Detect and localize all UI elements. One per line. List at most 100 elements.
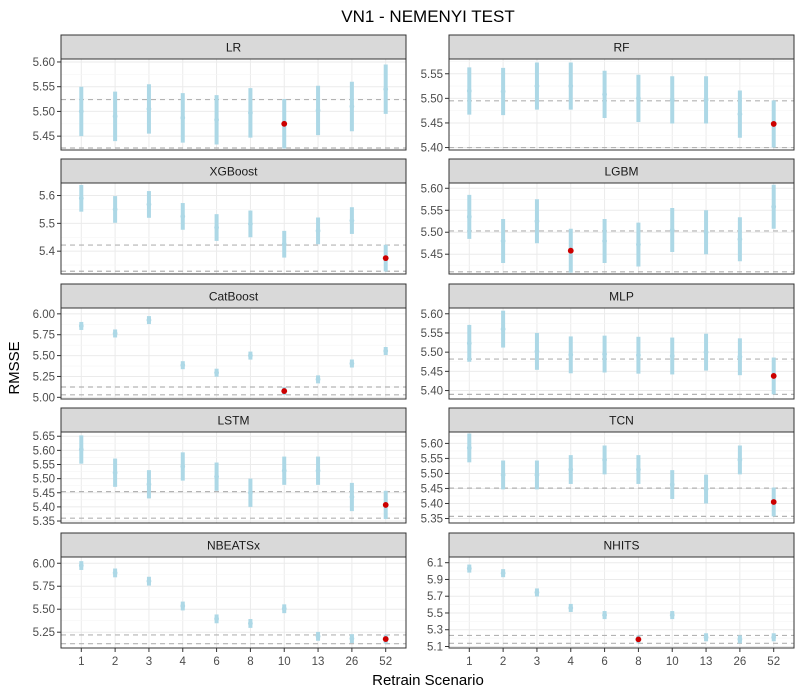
mean-point xyxy=(636,352,641,358)
x-tick-label: 8 xyxy=(635,656,641,668)
mean-point xyxy=(703,97,709,103)
x-tick-label: 10 xyxy=(666,656,679,668)
best-point xyxy=(382,255,389,262)
mean-point xyxy=(771,204,777,210)
y-tick-label: 6.1 xyxy=(427,558,443,570)
panel-background xyxy=(449,557,794,648)
y-axis-title: RMSSE xyxy=(6,341,23,394)
mean-point xyxy=(466,214,472,220)
y-tick-label: 5.9 xyxy=(427,574,443,586)
panel-background xyxy=(449,183,794,274)
x-tick-label: 10 xyxy=(278,656,291,668)
mean-point xyxy=(636,242,641,247)
y-tick-label: 5.55 xyxy=(421,328,443,340)
y-tick-label: 5.55 xyxy=(421,453,443,465)
y-tick-label: 5.45 xyxy=(421,483,443,495)
mean-point xyxy=(703,349,709,355)
y-tick-label: 5.40 xyxy=(421,143,443,155)
best-point xyxy=(382,636,389,642)
mean-point xyxy=(737,457,743,463)
mean-point xyxy=(315,468,321,474)
mean-point xyxy=(112,113,118,119)
y-tick-label: 5.25 xyxy=(33,627,55,639)
panel-background xyxy=(61,557,406,648)
mean-point xyxy=(112,570,118,576)
mean-point xyxy=(534,472,540,478)
y-tick-label: 6.00 xyxy=(33,558,55,570)
facet-label: NHITS xyxy=(604,539,640,553)
mean-point xyxy=(78,195,84,201)
mean-point xyxy=(146,202,152,207)
y-tick-label: 5.40 xyxy=(421,498,443,510)
mean-point xyxy=(78,323,84,329)
mean-point xyxy=(112,331,118,336)
chart-title: VN1 - NEMENYI TEST xyxy=(341,7,515,26)
x-tick-label: 26 xyxy=(733,656,746,668)
mean-point xyxy=(737,236,743,242)
panel-nhits: NHITS 5.1 5.3 5.5 5.7 5.9 6.1 1 2 3 4 6 8 10 13 26 52 xyxy=(427,532,795,668)
mean-point xyxy=(669,227,675,233)
mean-point xyxy=(500,472,506,478)
y-tick-label: 6.00 xyxy=(33,309,55,321)
best-point xyxy=(770,499,777,505)
mean-point xyxy=(146,578,152,584)
best-point xyxy=(281,120,288,127)
mean-point xyxy=(466,340,472,346)
panel-rf: RF 5.40 5.45 5.50 5.55 xyxy=(421,34,795,155)
y-tick-label: 5.55 xyxy=(33,82,55,94)
mean-point xyxy=(568,83,574,89)
facet-label: XGBoost xyxy=(209,165,258,179)
y-tick-label: 5.00 xyxy=(33,392,55,404)
mean-point xyxy=(568,467,574,472)
mean-point xyxy=(703,486,709,492)
facet-label: LR xyxy=(226,41,242,55)
facet-label: RF xyxy=(614,41,630,55)
mean-point xyxy=(214,474,219,480)
y-tick-label: 5.45 xyxy=(33,488,55,500)
y-tick-label: 5.50 xyxy=(421,227,443,239)
facet-strip xyxy=(60,283,407,309)
facet-label: LSTM xyxy=(217,414,249,428)
x-tick-label: 8 xyxy=(247,656,253,668)
panel-xgboost: XGBoost 5.4 5.5 5.6 xyxy=(39,158,407,275)
mean-point xyxy=(214,117,219,123)
mean-point xyxy=(703,229,709,235)
y-tick-label: 5.60 xyxy=(421,183,443,195)
best-point xyxy=(770,121,777,127)
y-tick-label: 5.45 xyxy=(421,366,443,378)
mean-point xyxy=(602,351,607,357)
best-point xyxy=(281,388,288,394)
x-tick-label: 6 xyxy=(213,656,219,668)
mean-point xyxy=(214,616,219,622)
mean-point xyxy=(349,218,355,223)
facet-strip xyxy=(60,407,407,433)
mean-point xyxy=(466,445,472,451)
y-tick-label: 5.75 xyxy=(33,330,55,342)
y-tick-label: 5.50 xyxy=(33,604,55,616)
y-tick-label: 5.4 xyxy=(39,246,56,258)
panel-background xyxy=(61,432,406,523)
x-axis-title: Retrain Scenario xyxy=(372,672,484,689)
y-tick-label: 5.50 xyxy=(33,351,55,363)
facet-strip xyxy=(448,34,795,60)
facet-strip xyxy=(448,283,795,309)
y-tick-label: 5.35 xyxy=(33,516,55,528)
mean-point xyxy=(669,97,675,103)
panel-mlp: MLP 5.40 5.45 5.50 5.55 5.60 xyxy=(421,283,795,400)
mean-point xyxy=(180,213,186,219)
x-tick-label: 52 xyxy=(379,656,392,668)
mean-point xyxy=(281,241,287,247)
y-tick-label: 5.50 xyxy=(33,474,55,486)
y-tick-label: 5.45 xyxy=(421,118,443,130)
y-tick-label: 5.65 xyxy=(33,431,55,443)
mean-point xyxy=(281,468,287,474)
facet-strip xyxy=(60,34,407,60)
panel-tcn: TCN 5.35 5.40 5.45 5.50 5.55 5.60 xyxy=(421,407,795,525)
mean-point xyxy=(180,362,186,368)
mean-point xyxy=(349,361,355,366)
mean-point xyxy=(737,636,743,642)
mean-point xyxy=(112,207,118,212)
y-tick-label: 5.40 xyxy=(33,502,55,514)
x-tick-label: 4 xyxy=(180,656,187,668)
mean-point xyxy=(500,570,506,576)
